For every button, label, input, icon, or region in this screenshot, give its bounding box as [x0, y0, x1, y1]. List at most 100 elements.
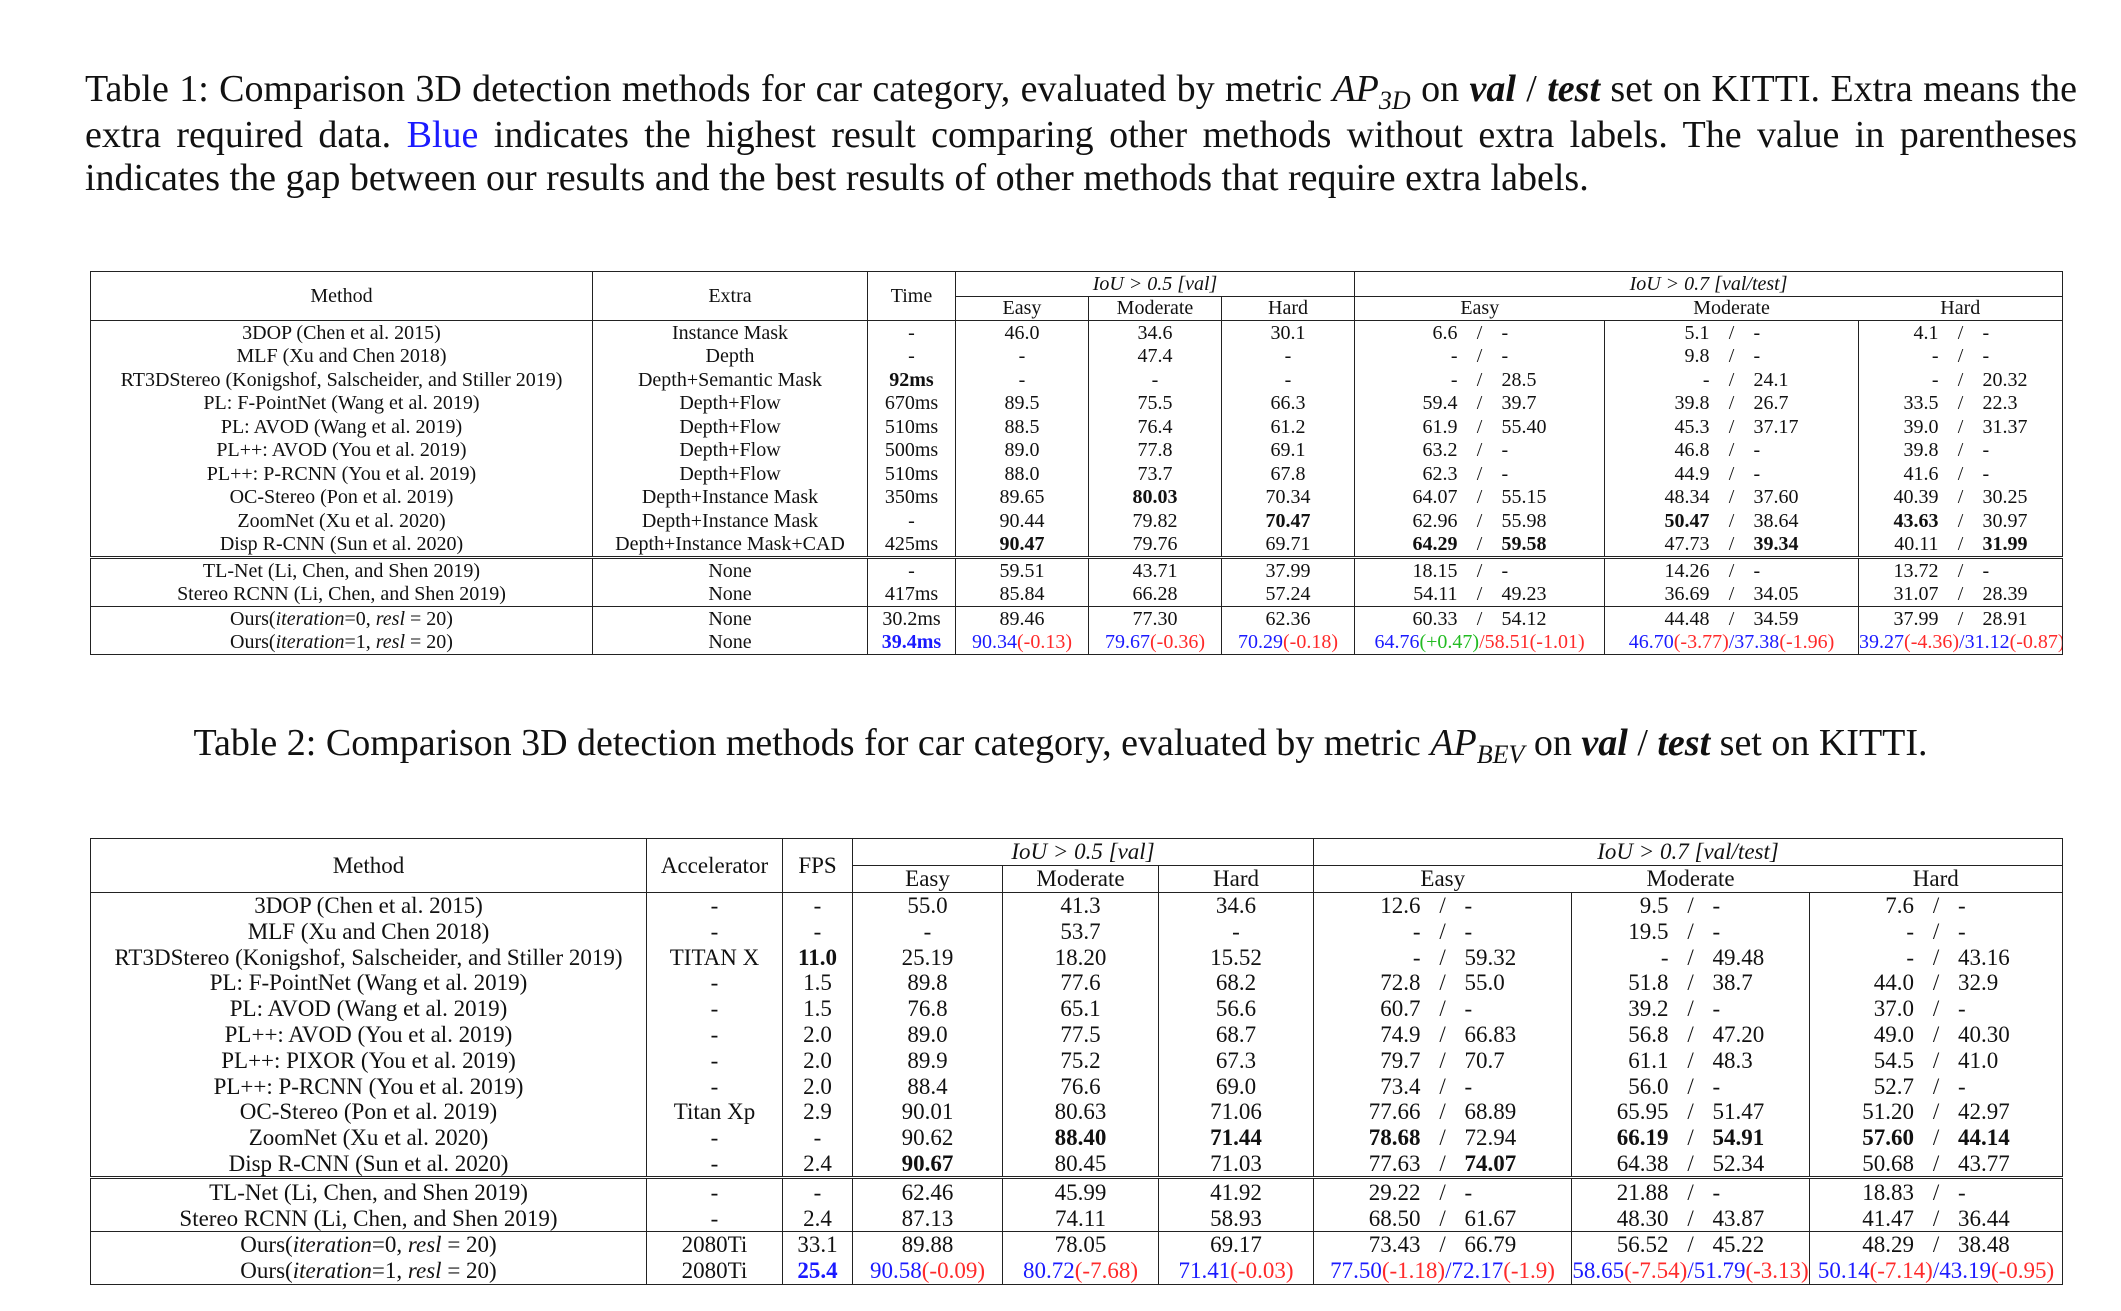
easy-cell: 76.8	[852, 995, 1003, 1022]
table-row: Disp R-CNN (Sun et al. 2020) -2.4 90.67 80.…	[91, 1150, 2063, 1178]
hard-07-cell: -/43.16	[1809, 944, 2063, 970]
moderate-07-cell: 21.88/-	[1571, 1176, 1810, 1206]
hard-cell: 15.52	[1157, 944, 1314, 970]
time-cell: 350ms	[867, 485, 956, 509]
extra-cell: Depth+Flow	[592, 438, 868, 462]
moderate-cell: 66.28	[1088, 582, 1222, 607]
table-row: RT3DStereo (Konigshof, Salscheider, and …	[91, 944, 2063, 970]
method-cell: Ours(iteration=1, resl = 20)	[240, 1258, 497, 1284]
moderate-07-cell: 64.38/52.34	[1571, 1150, 1810, 1178]
hard-07-cell: 41.6/-	[1858, 462, 2063, 486]
easy-cell: 89.9	[852, 1047, 1003, 1074]
hard-07-cell: 43.63/30.97	[1858, 509, 2063, 533]
t2-header-moderate-07: Moderate	[1571, 865, 1810, 893]
table-row: Ours(iteration=0, resl = 20) 2080Ti 33.1…	[90, 1230, 2063, 1258]
fps-cell: 2.4	[782, 1150, 853, 1178]
table-row: TL-Net (Li, Chen, and Shen 2019) - -62.46 4…	[90, 1176, 2063, 1206]
method-cell: 3DOP (Chen et al. 2015)	[242, 321, 441, 344]
fps-cell: 2.0	[782, 1073, 853, 1099]
accelerator-cell: -	[646, 892, 783, 919]
hard-cell: -	[1157, 918, 1314, 945]
easy-cell: 25.19	[852, 944, 1003, 970]
hard-cell: 61.2	[1220, 415, 1355, 439]
easy-cell: 90.67	[852, 1150, 1003, 1178]
time-cell: 92ms	[867, 368, 956, 392]
moderate-07-cell: 56.8/47.20	[1571, 1021, 1810, 1048]
hard-cell: 68.7	[1157, 1021, 1314, 1048]
time-cell: 425ms	[867, 532, 956, 558]
moderate-cell: 53.7	[1002, 918, 1159, 945]
moderate-07-cell: 46.8/-	[1604, 438, 1859, 462]
hard-cell: 41.92	[1157, 1176, 1314, 1206]
moderate-07-cell: 56.52/45.22	[1571, 1230, 1810, 1258]
accelerator-cell: -	[646, 1150, 783, 1178]
method-cell: PL: F-PointNet (Wang et al. 2019)	[203, 392, 480, 415]
hard-cell: 71.41(-0.03)	[1157, 1257, 1314, 1285]
extra-cell: Depth+Flow	[592, 415, 868, 439]
moderate-07-cell: 39.2/-	[1571, 995, 1810, 1022]
table-row: PL: F-PointNet (Wang et al. 2019) -1.5 89.…	[91, 969, 2063, 996]
moderate-07-cell: 19.5/-	[1571, 918, 1810, 945]
moderate-07-cell: 66.19/54.91	[1571, 1124, 1810, 1151]
accelerator-cell: -	[646, 1205, 783, 1232]
accelerator-cell: -	[646, 1073, 783, 1099]
moderate-cell: 77.8	[1088, 438, 1222, 462]
time-cell: -	[867, 556, 956, 583]
t1-header-easy-07: Easy	[1354, 296, 1605, 321]
accelerator-cell: -	[646, 995, 783, 1022]
method-cell: MLF (Xu and Chen 2018)	[247, 918, 490, 944]
hard-cell: 71.44	[1157, 1124, 1314, 1151]
accelerator-cell: -	[646, 969, 783, 996]
easy-07-cell: 12.6/-	[1313, 892, 1572, 919]
method-cell: PL: AVOD (Wang et al. 2019)	[220, 415, 463, 438]
moderate-cell: 79.82	[1088, 509, 1222, 533]
fps-cell: 33.1	[782, 1230, 853, 1258]
table-row: MLF (Xu and Chen 2018) - - -53.7- - / -19.5/- -…	[91, 918, 2063, 945]
easy-07-cell: -/28.5	[1354, 368, 1605, 392]
method-cell: ZoomNet (Xu et al. 2020)	[248, 1125, 489, 1151]
easy-cell: 88.0	[955, 462, 1089, 486]
moderate-07-cell: 36.69/34.05	[1604, 582, 1859, 607]
easy-cell: 90.62	[852, 1124, 1003, 1151]
easy-cell: 62.46	[852, 1176, 1003, 1206]
table-row: 3DOP (Chen et al. 2015) Instance Mask -46.…	[91, 320, 2063, 345]
method-cell: Ours(iteration=0, resl = 20)	[90, 1230, 647, 1258]
table-row: OC-Stereo (Pon et al. 2019) Titan Xp 2.9 90…	[91, 1098, 2063, 1125]
t2-header-easy-07: Easy	[1313, 865, 1572, 893]
t1-header-moderate-07: Moderate	[1604, 296, 1859, 321]
moderate-07-cell: 51.8/38.7	[1571, 969, 1810, 996]
extra-cell: Depth+Instance Mask	[592, 509, 868, 533]
hard-07-cell: 37.0/-	[1809, 995, 2063, 1022]
moderate-07-cell: 45.3/37.17	[1604, 415, 1859, 439]
extra-cell: Depth+Flow	[592, 391, 868, 415]
moderate-07-cell: 47.73/39.34	[1604, 532, 1859, 558]
moderate-07-cell: -/49.48	[1571, 944, 1810, 970]
fps-cell: -	[782, 892, 853, 919]
t2-header-iou05: IoU > 0.5 [val]	[851, 838, 1314, 866]
fps-cell: 2.9	[782, 1098, 853, 1125]
method-cell: RT3DStereo (Konigshof, Salscheider, and …	[120, 368, 563, 391]
moderate-cell: 77.6	[1002, 969, 1159, 996]
moderate-07-cell: -/24.1	[1604, 368, 1859, 392]
moderate-cell: 41.3	[1002, 892, 1159, 919]
moderate-cell: 34.6	[1088, 320, 1222, 345]
moderate-cell: 43.71	[1088, 556, 1222, 583]
moderate-07-cell: 9.8/-	[1604, 344, 1859, 368]
easy-cell: 88.4	[852, 1073, 1003, 1099]
table-row: Stereo RCNN (Li, Chen, and Shen 2019) Non…	[91, 582, 2063, 607]
extra-cell: None	[592, 630, 868, 655]
fps-cell: 2.0	[782, 1047, 853, 1074]
hard-cell: 71.03	[1157, 1150, 1314, 1178]
t2-header-method: Method	[90, 838, 647, 893]
table-row: 3DOP (Chen et al. 2015) - -55.0 41.3 34.6 12.…	[91, 892, 2063, 919]
easy-cell: 90.47	[955, 532, 1089, 558]
method-cell: ZoomNet (Xu et al. 2020)	[237, 509, 446, 532]
t2-header-accelerator: Accelerator	[646, 838, 783, 893]
time-cell: 417ms	[867, 582, 956, 607]
time-cell: 510ms	[867, 415, 956, 439]
hard-07-cell: 40.11/31.99	[1858, 532, 2063, 558]
easy-cell: 89.0	[955, 438, 1089, 462]
time-cell: 670ms	[867, 391, 956, 415]
table-row: Stereo RCNN (Li, Chen, and Shen 2019) -2.…	[91, 1205, 2063, 1232]
extra-cell: Depth+Semantic Mask	[592, 368, 868, 392]
